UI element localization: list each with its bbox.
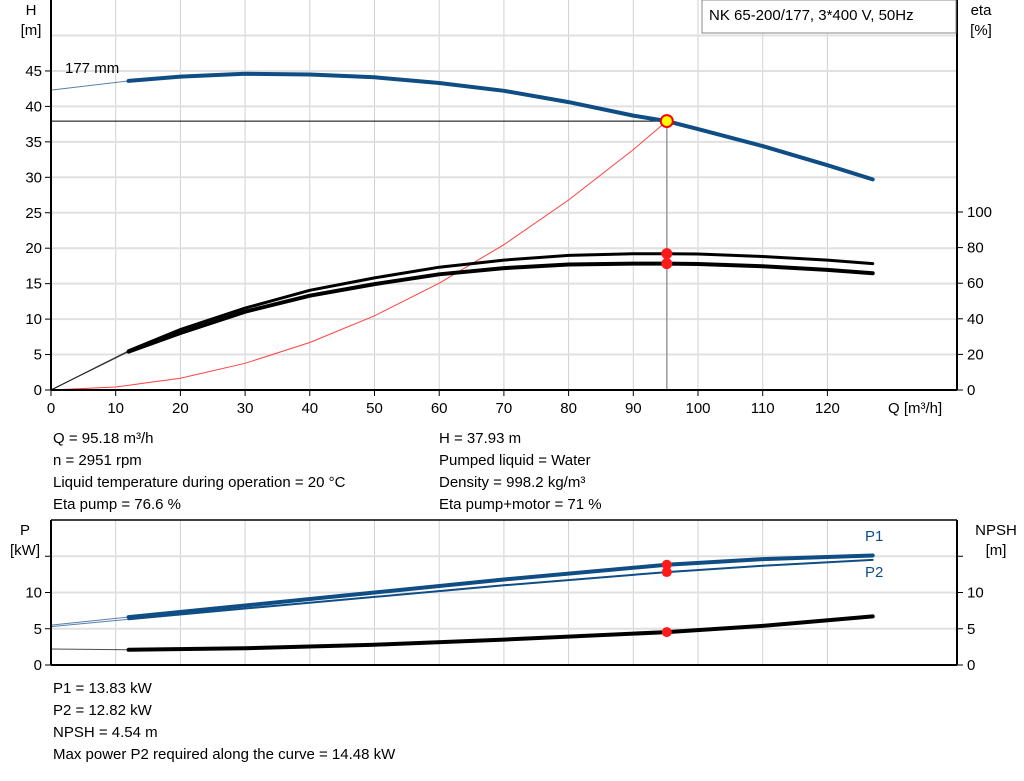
h-tick-label: 20 bbox=[25, 240, 42, 257]
h-tick-label: 0 bbox=[34, 382, 42, 399]
eta-tick-label: 40 bbox=[967, 311, 984, 328]
q-tick-label: 90 bbox=[625, 400, 642, 417]
h-axis-label: H bbox=[26, 2, 37, 19]
q-tick-label: 110 bbox=[751, 400, 775, 417]
p1-curve bbox=[126, 553, 875, 620]
h-tick-label: 5 bbox=[34, 347, 42, 364]
info-top-right: H = 37.93 m Pumped liquid = Water Densit… bbox=[439, 428, 602, 516]
eta-pump-motor-value: Eta pump+motor = 71 % bbox=[439, 496, 602, 513]
q-tick-label: 80 bbox=[560, 400, 577, 417]
eta-tick-label: 80 bbox=[967, 240, 984, 257]
h-tick-label: 30 bbox=[25, 169, 42, 186]
p2-duty-marker bbox=[661, 567, 672, 578]
p-axis-unit: [kW] bbox=[10, 542, 40, 559]
q-axis-label: Q [m³/h] bbox=[888, 400, 942, 417]
p1-duty-marker bbox=[661, 559, 672, 570]
p2-curve-extension bbox=[50, 618, 129, 628]
p-tick-label: 0 bbox=[34, 657, 42, 674]
h-tick-label: 10 bbox=[25, 311, 42, 328]
eta-tick-label: 0 bbox=[967, 382, 975, 399]
h-tick-label: 35 bbox=[25, 134, 42, 151]
q-tick-label: 100 bbox=[685, 400, 710, 417]
eta-tick-label: 100 bbox=[967, 204, 992, 221]
head-curve-extension bbox=[50, 80, 129, 91]
q-tick-label: 10 bbox=[107, 400, 124, 417]
flow-value: Q = 95.18 m³/h bbox=[53, 430, 154, 447]
npsh-tick-label: 10 bbox=[967, 585, 984, 602]
title-box bbox=[701, 0, 957, 34]
npsh-value: NPSH = 4.54 m bbox=[53, 724, 158, 741]
npsh-curve bbox=[126, 614, 875, 652]
system-curve bbox=[50, 120, 668, 391]
info-bottom: P1 = 13.83 kW P2 = 12.82 kW NPSH = 4.54 … bbox=[53, 678, 395, 766]
h-axis-unit: [m] bbox=[21, 22, 42, 39]
npsh-tick-label: 0 bbox=[967, 657, 975, 674]
h-tick-label: 45 bbox=[25, 63, 42, 80]
q-tick-label: 30 bbox=[237, 400, 254, 417]
liquid-temperature: Liquid temperature during operation = 20… bbox=[53, 474, 346, 491]
q-tick-label: 50 bbox=[366, 400, 383, 417]
chart-title: NK 65-200/177, 3*400 V, 50Hz bbox=[709, 7, 914, 24]
q-tick-label: 20 bbox=[172, 400, 189, 417]
p-tick-label: 10 bbox=[25, 585, 42, 602]
npsh-curve-extension bbox=[50, 648, 129, 651]
q-tick-label: 120 bbox=[815, 400, 840, 417]
density-value: Density = 998.2 kg/m³ bbox=[439, 474, 586, 491]
q-tick-label: 0 bbox=[47, 400, 55, 417]
h-tick-label: 25 bbox=[25, 205, 42, 222]
p2-value: P2 = 12.82 kW bbox=[53, 702, 152, 719]
eta-pump-motor-curve bbox=[126, 261, 875, 354]
p1-curve-extension bbox=[50, 616, 129, 626]
q-tick-label: 40 bbox=[301, 400, 318, 417]
npsh-axis-label: NPSH bbox=[975, 522, 1017, 539]
eta-pump-motor-duty-marker bbox=[661, 258, 673, 270]
p2-series-label: P2 bbox=[865, 564, 883, 581]
q-tick-label: 60 bbox=[431, 400, 448, 417]
q-tick-label: 70 bbox=[496, 400, 513, 417]
eta-pump-value: Eta pump = 76.6 % bbox=[53, 496, 181, 513]
p1-series-label: P1 bbox=[865, 528, 883, 545]
eta-pump-curve bbox=[127, 252, 875, 353]
p-tick-label: 5 bbox=[34, 621, 42, 638]
h-tick-label: 40 bbox=[25, 98, 42, 115]
p1-value: P1 = 13.83 kW bbox=[53, 680, 152, 697]
head-value: H = 37.93 m bbox=[439, 430, 522, 447]
eta-axis-label: eta bbox=[971, 2, 993, 19]
eta-axis-unit: [%] bbox=[970, 22, 992, 39]
npsh-axis-unit: [m] bbox=[986, 542, 1007, 559]
eta-pump-motor-curve-extension bbox=[50, 351, 129, 391]
head-curve bbox=[126, 71, 875, 182]
h-tick-label: 15 bbox=[25, 276, 42, 293]
max-power-value: Max power P2 required along the curve = … bbox=[53, 746, 396, 763]
speed-value: n = 2951 rpm bbox=[53, 452, 142, 469]
duty-point-marker bbox=[659, 114, 674, 129]
p-axis-label: P bbox=[20, 522, 30, 539]
eta-tick-label: 20 bbox=[967, 346, 984, 363]
info-top-left: Q = 95.18 m³/h n = 2951 rpm Liquid tempe… bbox=[53, 428, 345, 516]
eta-tick-label: 60 bbox=[967, 275, 984, 292]
p2-curve bbox=[127, 558, 874, 621]
eta-pump-duty-marker bbox=[661, 248, 673, 260]
impeller-diameter-label: 177 mm bbox=[65, 60, 119, 77]
npsh-duty-marker bbox=[661, 627, 672, 638]
pumped-liquid: Pumped liquid = Water bbox=[439, 452, 591, 469]
npsh-tick-label: 5 bbox=[967, 621, 975, 638]
